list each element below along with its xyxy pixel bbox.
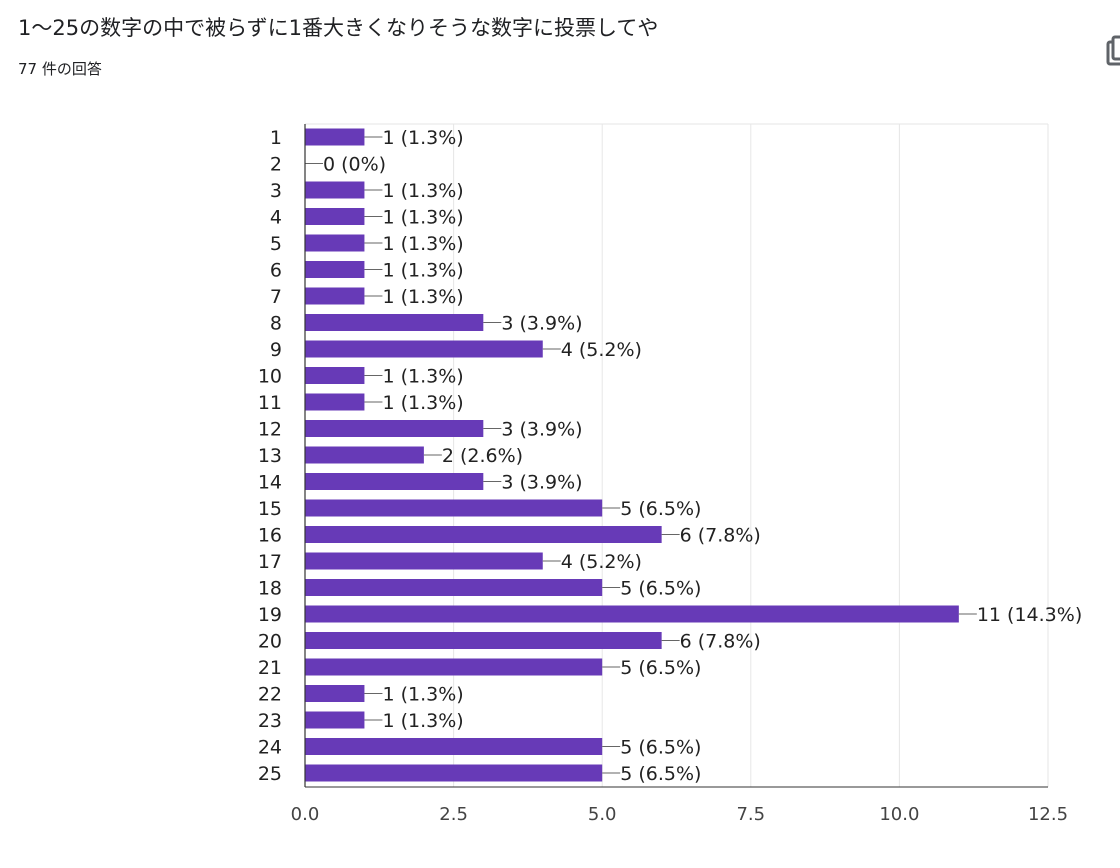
category-label: 10 (258, 366, 282, 388)
bar (305, 738, 603, 755)
category-label: 8 (270, 313, 282, 335)
category-label: 4 (270, 207, 282, 229)
bar (305, 658, 603, 676)
bar (305, 632, 662, 649)
bar (305, 579, 603, 596)
x-tick-label: 0.0 (291, 804, 320, 825)
bar (305, 340, 543, 358)
category-label: 15 (258, 498, 282, 520)
category-label: 21 (258, 657, 282, 679)
bar (305, 261, 365, 278)
value-label: 1 (1.3%) (382, 286, 463, 308)
category-label: 11 (258, 392, 282, 414)
category-label: 2 (270, 154, 282, 176)
value-label: 5 (6.5%) (620, 657, 701, 679)
value-label: 5 (6.5%) (620, 498, 701, 520)
bar (305, 473, 484, 490)
x-tick-label: 2.5 (439, 804, 468, 825)
category-label: 3 (270, 180, 282, 202)
value-label: 6 (7.8%) (680, 631, 761, 653)
value-label: 2 (2.6%) (442, 445, 523, 467)
category-label: 14 (258, 472, 282, 494)
bar (305, 446, 424, 464)
response-count: 77 件の回答 (18, 60, 102, 78)
category-label: 23 (258, 710, 282, 732)
value-label: 1 (1.3%) (382, 127, 463, 149)
bar (305, 499, 603, 517)
category-label: 20 (258, 631, 282, 653)
value-label: 3 (3.9%) (501, 419, 582, 441)
value-label: 1 (1.3%) (382, 260, 463, 282)
value-label: 1 (1.3%) (382, 684, 463, 706)
value-label: 1 (1.3%) (382, 392, 463, 414)
category-label: 7 (270, 286, 282, 308)
bar (305, 208, 365, 225)
bar (305, 181, 365, 199)
x-tick-label: 12.5 (1028, 804, 1068, 825)
category-label: 17 (258, 551, 282, 573)
chart-header: 1〜25の数字の中で被らずに1番大きくなりそうな数字に投票してや 77 件の回答 (18, 14, 1120, 79)
x-tick-label: 7.5 (736, 804, 765, 825)
bar (305, 552, 543, 570)
bar (305, 234, 365, 252)
question-title: 1〜25の数字の中で被らずに1番大きくなりそうな数字に投票してや (18, 16, 659, 40)
x-tick-label: 5.0 (588, 804, 617, 825)
category-label: 24 (258, 737, 282, 759)
category-label: 22 (258, 684, 282, 706)
bar (305, 420, 484, 437)
bar (305, 314, 484, 331)
value-label: 5 (6.5%) (620, 578, 701, 600)
category-label: 5 (270, 233, 282, 255)
value-label: 3 (3.9%) (501, 472, 582, 494)
category-label: 12 (258, 419, 282, 441)
value-label: 6 (7.8%) (680, 525, 761, 547)
category-label: 1 (270, 127, 282, 149)
category-label: 9 (270, 339, 282, 361)
value-label: 3 (3.9%) (501, 313, 582, 335)
bar (305, 367, 365, 384)
category-label: 18 (258, 578, 282, 600)
bar (305, 711, 365, 729)
value-label: 4 (5.2%) (561, 339, 642, 361)
x-tick-label: 10.0 (879, 804, 919, 825)
value-label: 1 (1.3%) (382, 207, 463, 229)
value-label: 4 (5.2%) (561, 551, 642, 573)
value-label: 5 (6.5%) (620, 737, 701, 759)
value-label: 11 (14.3%) (977, 604, 1082, 626)
category-label: 16 (258, 525, 282, 547)
value-label: 1 (1.3%) (382, 366, 463, 388)
value-label: 1 (1.3%) (382, 710, 463, 732)
bar (305, 526, 662, 543)
bar (305, 685, 365, 702)
value-label: 5 (6.5%) (620, 763, 701, 785)
bar (305, 764, 603, 782)
value-label: 1 (1.3%) (382, 180, 463, 202)
value-label: 0 (0%) (323, 154, 386, 176)
bar (305, 287, 365, 305)
copy-icon[interactable] (1106, 34, 1120, 70)
bar (305, 128, 365, 146)
bar (305, 393, 365, 411)
category-label: 6 (270, 260, 282, 282)
category-label: 25 (258, 763, 282, 785)
bar (305, 605, 959, 623)
value-label: 1 (1.3%) (382, 233, 463, 255)
category-label: 13 (258, 445, 282, 467)
category-label: 19 (258, 604, 282, 626)
